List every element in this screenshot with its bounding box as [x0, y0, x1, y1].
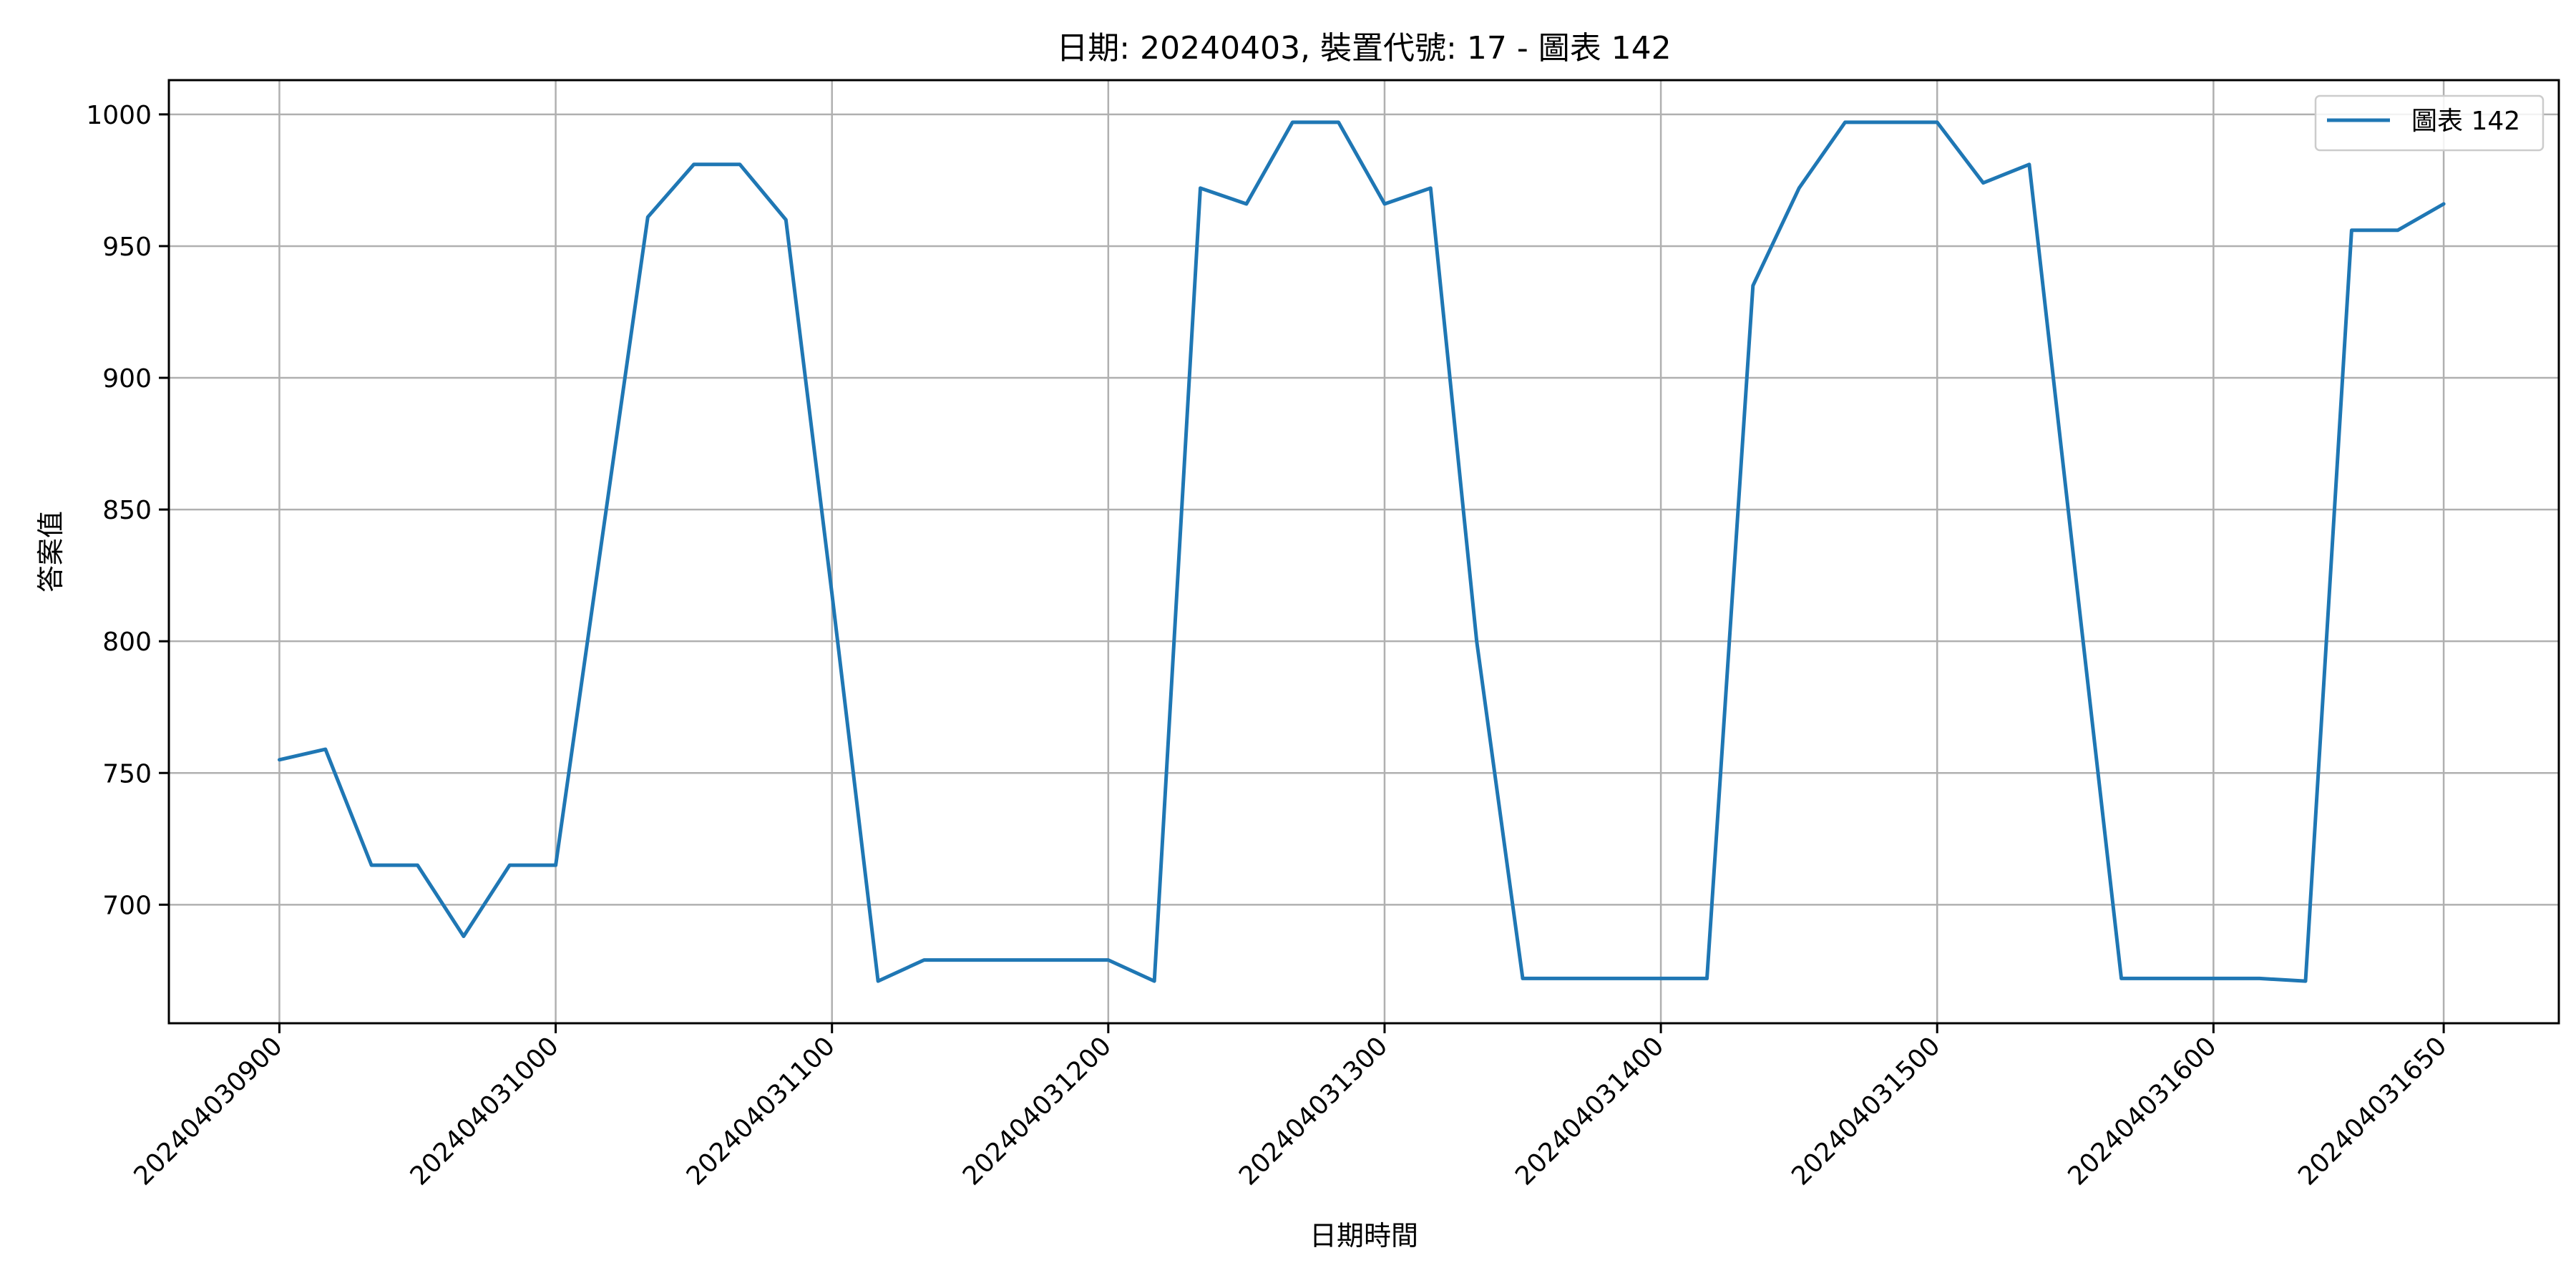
x-axis-label: 日期時間	[1309, 1220, 1418, 1252]
x-tick-label: 202404031600	[2062, 1031, 2222, 1191]
grid-lines	[169, 80, 2559, 1023]
y-axis-ticks: 700 750 800 850 900 950 1000	[86, 101, 169, 920]
chart-title: 日期: 20240403, 裝置代號: 17 - 圖表 142	[1056, 30, 1671, 67]
y-tick-label: 900	[102, 364, 152, 394]
x-axis-ticks: 202404030900 202404031000 202404031100 2024…	[128, 1023, 2452, 1191]
y-tick-label: 1000	[86, 101, 152, 130]
x-tick-label: 202404031500	[1786, 1031, 1946, 1191]
y-tick-label: 700	[102, 891, 152, 920]
y-tick-label: 850	[102, 496, 152, 525]
series-line	[278, 120, 2446, 983]
legend-box	[2314, 94, 2545, 152]
y-axis-label: 答案值	[35, 511, 67, 592]
y-tick-label: 950	[102, 233, 152, 262]
legend: 圖表 142	[2314, 94, 2545, 152]
x-tick-label: 202404031000	[405, 1031, 565, 1191]
x-tick-label: 202404031650	[2293, 1031, 2452, 1191]
y-tick-label: 800	[102, 628, 152, 657]
y-tick-label: 750	[102, 759, 152, 789]
x-tick-label: 202404031200	[957, 1031, 1117, 1191]
x-tick-label: 202404031400	[1510, 1031, 1669, 1191]
x-tick-label: 202404030900	[128, 1031, 288, 1191]
plot-area-frame	[167, 79, 2560, 1025]
series-layer	[278, 120, 2446, 983]
x-tick-label: 202404031100	[681, 1031, 841, 1191]
x-tick-label: 202404031300	[1234, 1031, 1393, 1191]
legend-entry-label: 圖表 142	[2411, 107, 2520, 136]
